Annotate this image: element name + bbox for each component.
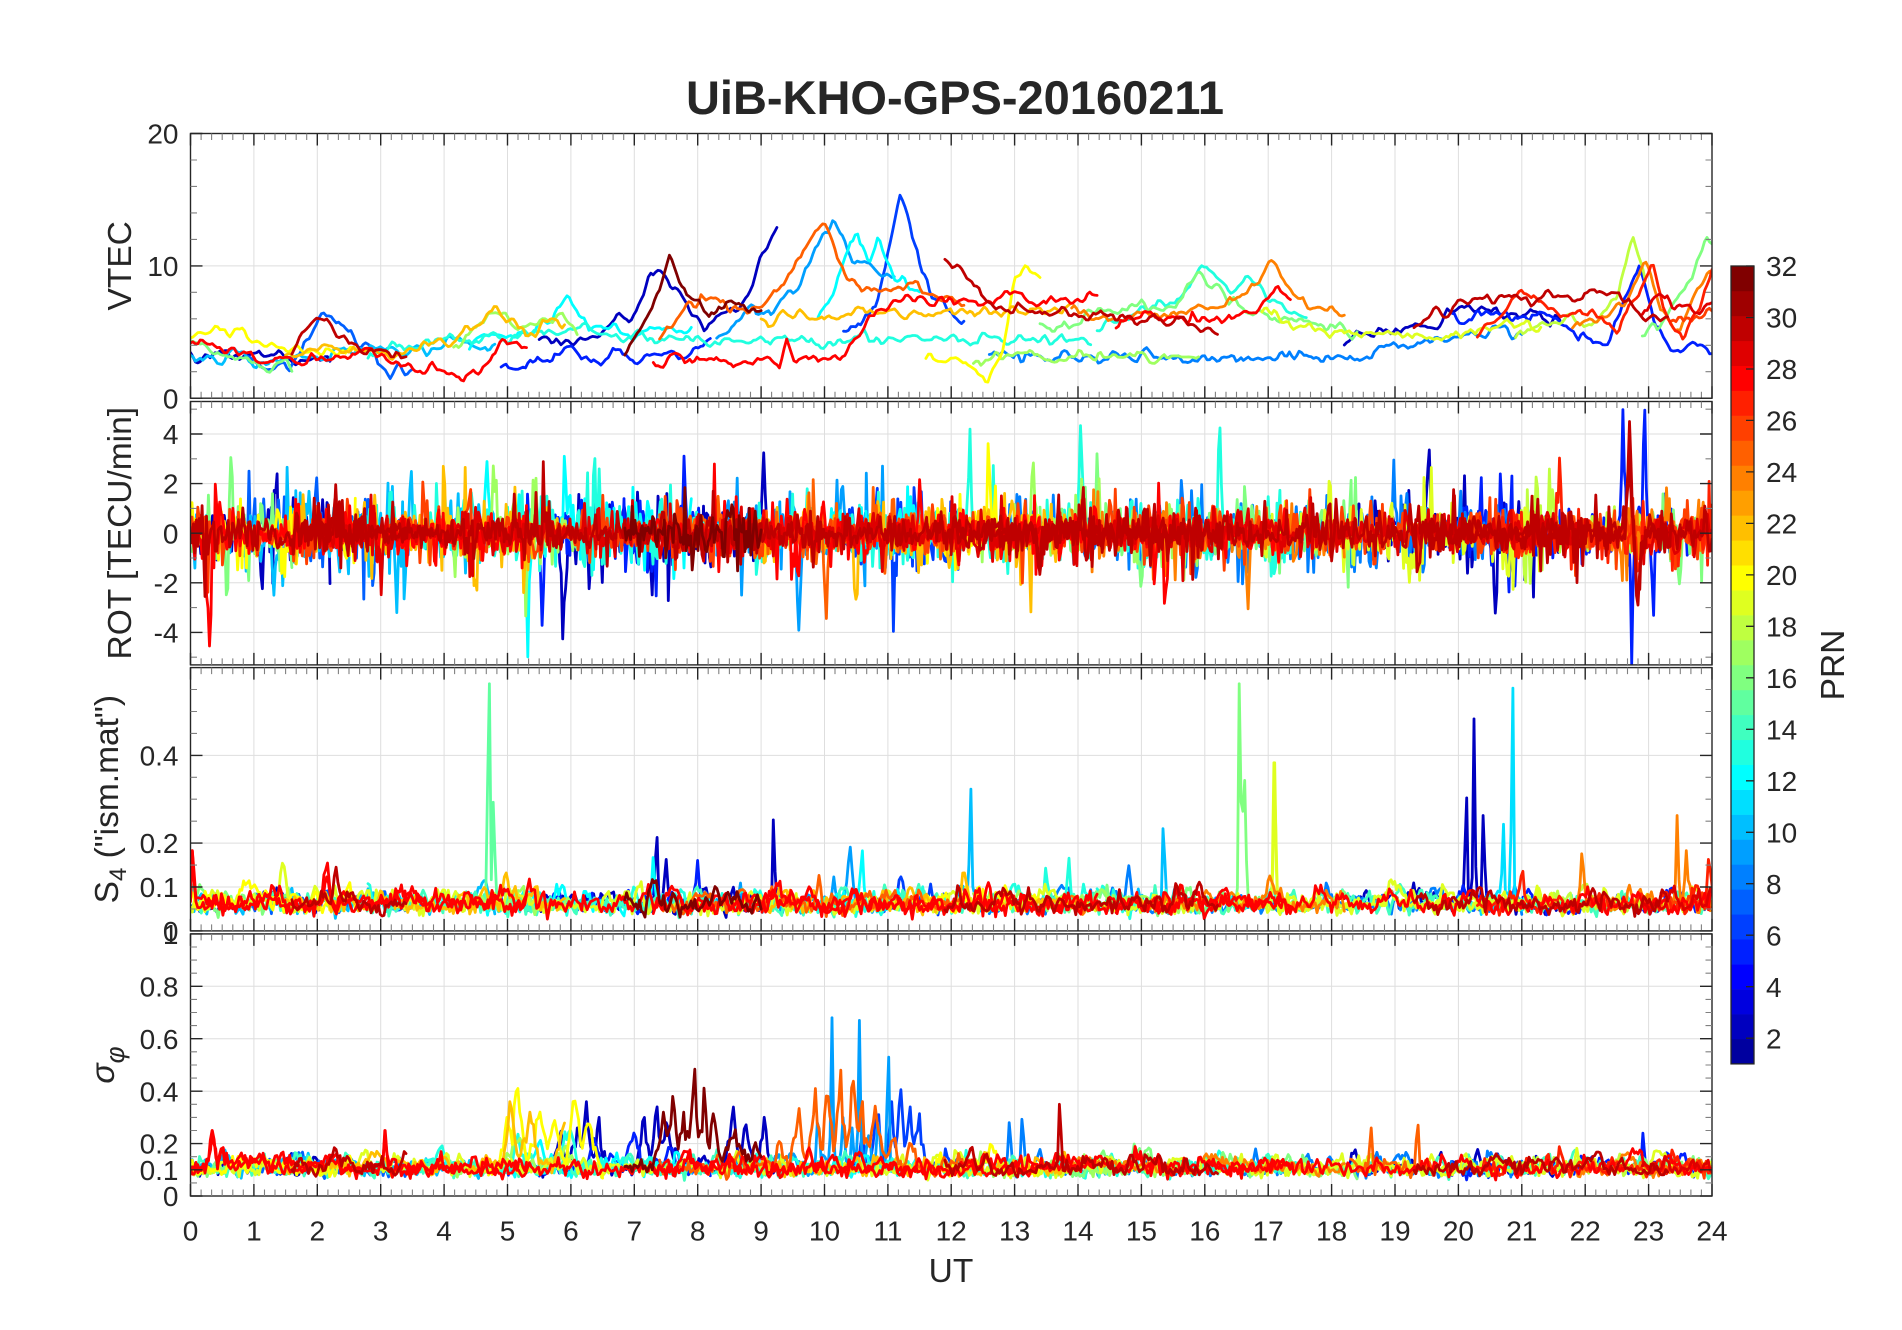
svg-text:1: 1: [163, 919, 179, 950]
svg-text:-4: -4: [154, 618, 179, 649]
svg-text:2: 2: [163, 469, 179, 500]
svg-text:VTEC: VTEC: [102, 221, 139, 310]
svg-text:6: 6: [563, 1216, 579, 1247]
svg-text:19: 19: [1379, 1216, 1410, 1247]
svg-text:14: 14: [1766, 714, 1797, 745]
svg-text:2: 2: [310, 1216, 326, 1247]
svg-text:13: 13: [999, 1216, 1030, 1247]
svg-text:0.1: 0.1: [140, 1155, 179, 1186]
svg-text:10: 10: [1766, 817, 1797, 848]
svg-text:21: 21: [1506, 1216, 1537, 1247]
svg-text:26: 26: [1766, 406, 1797, 437]
svg-text:20: 20: [1443, 1216, 1474, 1247]
svg-text:0: 0: [163, 383, 179, 414]
svg-text:18: 18: [1316, 1216, 1347, 1247]
svg-text:ROT [TECU/min]: ROT [TECU/min]: [102, 407, 139, 660]
svg-text:24: 24: [1766, 457, 1797, 488]
svg-text:17: 17: [1253, 1216, 1284, 1247]
svg-text:10: 10: [809, 1216, 840, 1247]
svg-text:30: 30: [1766, 303, 1797, 334]
svg-text:6: 6: [1766, 920, 1782, 951]
svg-text:7: 7: [627, 1216, 643, 1247]
svg-text:10: 10: [147, 251, 178, 282]
svg-text:4: 4: [436, 1216, 452, 1247]
svg-text:0.2: 0.2: [140, 1129, 179, 1160]
svg-text:22: 22: [1766, 509, 1797, 540]
svg-text:22: 22: [1570, 1216, 1601, 1247]
svg-text:0: 0: [183, 1216, 199, 1247]
svg-text:18: 18: [1766, 611, 1797, 642]
svg-text:16: 16: [1189, 1216, 1220, 1247]
svg-text:0.2: 0.2: [140, 828, 179, 859]
svg-text:20: 20: [147, 119, 178, 150]
svg-text:2: 2: [1766, 1023, 1782, 1054]
svg-text:28: 28: [1766, 354, 1797, 385]
svg-text:0.4: 0.4: [140, 1076, 179, 1107]
svg-text:4: 4: [1766, 972, 1782, 1003]
svg-text:0: 0: [163, 518, 179, 549]
svg-text:14: 14: [1062, 1216, 1093, 1247]
svg-text:15: 15: [1126, 1216, 1157, 1247]
svg-text:11: 11: [873, 1216, 902, 1247]
svg-text:9: 9: [753, 1216, 769, 1247]
svg-text:0: 0: [163, 1181, 179, 1212]
svg-text:20: 20: [1766, 560, 1797, 591]
svg-text:3: 3: [373, 1216, 389, 1247]
svg-text:5: 5: [500, 1216, 516, 1247]
svg-text:1: 1: [246, 1216, 262, 1247]
svg-text:24: 24: [1696, 1216, 1727, 1247]
svg-text:0.4: 0.4: [140, 741, 179, 772]
svg-text:0: 0: [163, 916, 179, 947]
svg-text:12: 12: [936, 1216, 967, 1247]
svg-text:0.8: 0.8: [140, 971, 179, 1002]
svg-text:12: 12: [1766, 766, 1797, 797]
svg-text:16: 16: [1766, 663, 1797, 694]
svg-text:8: 8: [1766, 869, 1782, 900]
svg-text:8: 8: [690, 1216, 706, 1247]
svg-text:UT: UT: [929, 1253, 974, 1290]
svg-text:0.6: 0.6: [140, 1024, 179, 1055]
svg-text:32: 32: [1766, 251, 1797, 282]
svg-text:PRN: PRN: [1815, 630, 1852, 701]
svg-text:-2: -2: [154, 568, 179, 599]
svg-text:4: 4: [163, 419, 179, 450]
svg-text:0.1: 0.1: [140, 872, 179, 903]
svg-text:UiB-KHO-GPS-20160211: UiB-KHO-GPS-20160211: [686, 71, 1224, 124]
svg-text:23: 23: [1633, 1216, 1664, 1247]
